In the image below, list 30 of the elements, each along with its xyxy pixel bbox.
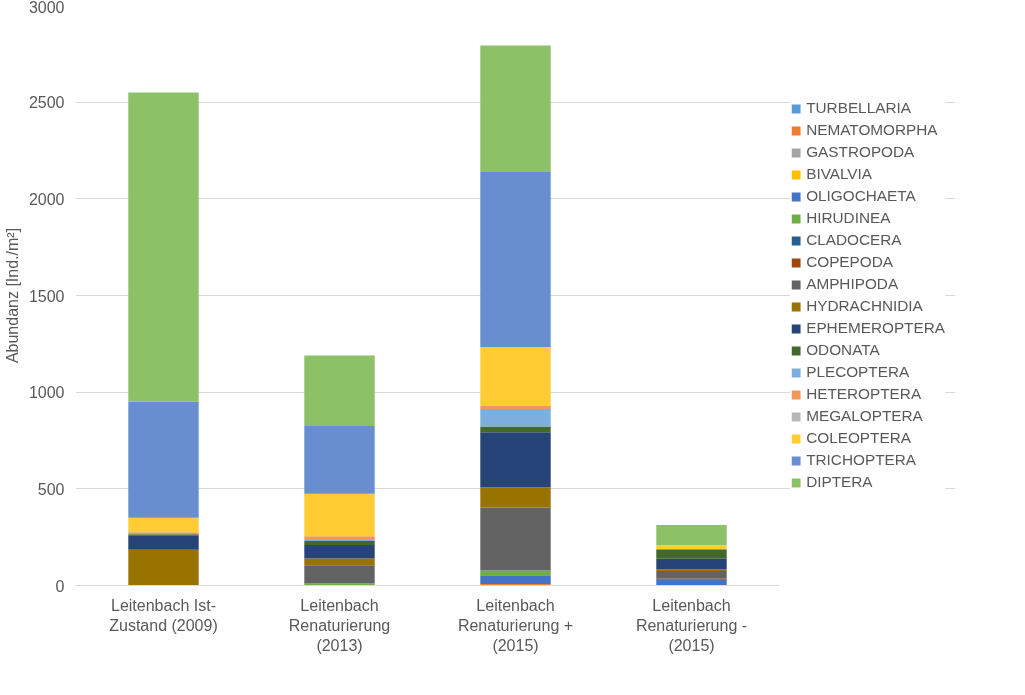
y-tick-label: 0: [55, 577, 65, 595]
y-tick-label: 3000: [28, 0, 65, 16]
legend-label: COPEPODA: [806, 253, 894, 271]
x-tick-label: Leitenbach Ist- Zustand (2009): [109, 596, 218, 634]
legend-label: TRICHOPTERA: [806, 451, 917, 469]
x-tick-label: Leitenbach Renaturierung + (2015): [457, 596, 574, 655]
legend-label: HIRUDINEA: [806, 209, 891, 227]
legend-label: GASTROPODA: [806, 143, 915, 161]
x-tick-label: Leitenbach Renaturierung (2013): [288, 596, 391, 655]
y-tick-label: 1500: [28, 287, 65, 305]
legend-label: AMPHIPODA: [806, 275, 899, 293]
legend-label: ODONATA: [806, 341, 880, 359]
legend-label: COLEOPTERA: [806, 429, 911, 447]
legend-label: TURBELLARIA: [806, 99, 911, 117]
y-tick-label: 500: [37, 480, 65, 498]
legend-label: EPHEMEROPTERA: [806, 319, 945, 337]
legend-label: DIPTERA: [806, 473, 873, 491]
legend-label: NEMATOMORPHA: [806, 121, 938, 139]
legend-label: OLIGOCHAETA: [806, 187, 916, 205]
legend-label: HETEROPTERA: [806, 385, 922, 403]
legend-label: MEGALOPTERA: [806, 407, 923, 425]
legend-label: PLECOPTERA: [806, 363, 910, 381]
y-axis-title: Abundanz [Ind./m²]: [3, 227, 21, 364]
y-tick-label: 1000: [28, 384, 65, 402]
legend-label: BIVALVIA: [806, 165, 873, 183]
legend-label: CLADOCERA: [806, 231, 902, 249]
x-tick-label: Leitenbach Renaturierung - (2015): [635, 596, 748, 655]
legend-label: HYDRACHNIDIA: [806, 297, 923, 315]
y-tick-label: 2500: [28, 94, 65, 112]
y-tick-label: 2000: [28, 190, 65, 208]
